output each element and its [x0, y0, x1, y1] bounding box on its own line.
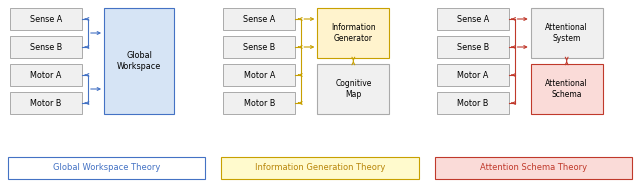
FancyBboxPatch shape	[10, 64, 82, 86]
FancyBboxPatch shape	[436, 92, 509, 114]
FancyBboxPatch shape	[10, 8, 82, 30]
Text: Information Generation Theory: Information Generation Theory	[255, 164, 385, 172]
Text: Cognitive
Map: Cognitive Map	[335, 79, 372, 99]
Text: Attentional
Schema: Attentional Schema	[545, 79, 588, 99]
FancyBboxPatch shape	[531, 8, 603, 58]
Text: Sense A: Sense A	[456, 14, 489, 23]
FancyBboxPatch shape	[436, 8, 509, 30]
FancyBboxPatch shape	[436, 64, 509, 86]
FancyBboxPatch shape	[435, 157, 632, 179]
Text: Attention Schema Theory: Attention Schema Theory	[480, 164, 587, 172]
FancyBboxPatch shape	[531, 64, 603, 114]
Text: Sense B: Sense B	[30, 43, 62, 51]
Text: Information
Generator: Information Generator	[331, 23, 376, 43]
FancyBboxPatch shape	[317, 64, 389, 114]
Text: Motor B: Motor B	[457, 98, 488, 107]
Text: Sense A: Sense A	[30, 14, 62, 23]
Text: Motor B: Motor B	[244, 98, 275, 107]
FancyBboxPatch shape	[223, 92, 295, 114]
FancyBboxPatch shape	[10, 92, 82, 114]
FancyBboxPatch shape	[223, 64, 295, 86]
FancyBboxPatch shape	[317, 8, 389, 58]
FancyBboxPatch shape	[221, 157, 419, 179]
Text: Sense B: Sense B	[243, 43, 275, 51]
Text: Motor A: Motor A	[457, 70, 488, 80]
Text: Global
Workspace: Global Workspace	[117, 51, 161, 71]
FancyBboxPatch shape	[104, 8, 174, 114]
Text: Sense A: Sense A	[243, 14, 275, 23]
Text: Motor A: Motor A	[244, 70, 275, 80]
FancyBboxPatch shape	[10, 36, 82, 58]
FancyBboxPatch shape	[223, 8, 295, 30]
Text: Sense B: Sense B	[456, 43, 489, 51]
FancyBboxPatch shape	[436, 36, 509, 58]
FancyBboxPatch shape	[8, 157, 205, 179]
Text: Motor B: Motor B	[30, 98, 61, 107]
FancyBboxPatch shape	[223, 36, 295, 58]
Text: Motor A: Motor A	[30, 70, 61, 80]
Text: Global Workspace Theory: Global Workspace Theory	[53, 164, 161, 172]
Text: Attentional
System: Attentional System	[545, 23, 588, 43]
